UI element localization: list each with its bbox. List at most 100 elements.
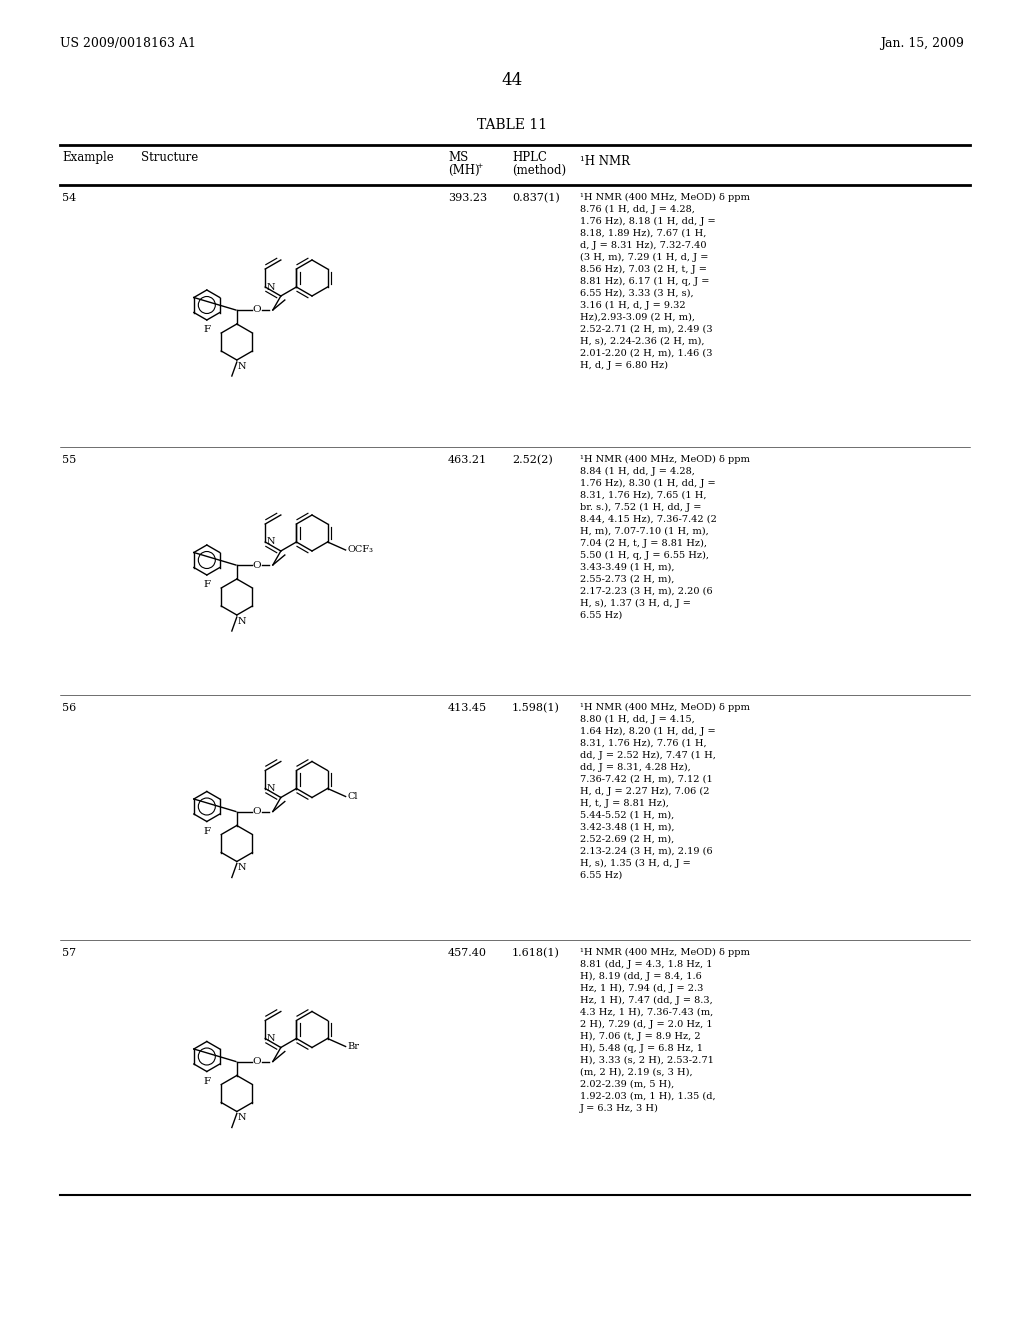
- Text: MS: MS: [449, 150, 468, 164]
- Text: 3.42-3.48 (1 H, m),: 3.42-3.48 (1 H, m),: [580, 822, 675, 832]
- Text: 2.01-2.20 (2 H, m), 1.46 (3: 2.01-2.20 (2 H, m), 1.46 (3: [580, 348, 713, 358]
- Text: 8.76 (1 H, dd, J = 4.28,: 8.76 (1 H, dd, J = 4.28,: [580, 205, 695, 214]
- Text: 5.50 (1 H, q, J = 6.55 Hz),: 5.50 (1 H, q, J = 6.55 Hz),: [580, 550, 709, 560]
- Text: (method): (method): [512, 164, 566, 177]
- Text: 2.52-2.71 (2 H, m), 2.49 (3: 2.52-2.71 (2 H, m), 2.49 (3: [580, 325, 713, 334]
- Text: H, s), 2.24-2.36 (2 H, m),: H, s), 2.24-2.36 (2 H, m),: [580, 337, 705, 346]
- Text: Hz, 1 H), 7.47 (dd, J = 8.3,: Hz, 1 H), 7.47 (dd, J = 8.3,: [580, 997, 713, 1005]
- Text: ¹H NMR (400 MHz, MeOD) δ ppm: ¹H NMR (400 MHz, MeOD) δ ppm: [580, 455, 750, 465]
- Text: H), 8.19 (dd, J = 8.4, 1.6: H), 8.19 (dd, J = 8.4, 1.6: [580, 972, 701, 981]
- Text: H, d, J = 6.80 Hz): H, d, J = 6.80 Hz): [580, 360, 668, 370]
- Text: 44: 44: [502, 73, 522, 88]
- Text: (3 H, m), 7.29 (1 H, d, J =: (3 H, m), 7.29 (1 H, d, J =: [580, 253, 709, 263]
- Text: H), 3.33 (s, 2 H), 2.53-2.71: H), 3.33 (s, 2 H), 2.53-2.71: [580, 1056, 714, 1065]
- Text: N: N: [266, 537, 274, 546]
- Text: US 2009/0018163 A1: US 2009/0018163 A1: [60, 37, 196, 50]
- Text: ¹H NMR (400 MHz, MeOD) δ ppm: ¹H NMR (400 MHz, MeOD) δ ppm: [580, 948, 750, 957]
- Text: HPLC: HPLC: [512, 150, 547, 164]
- Text: 6.55 Hz), 3.33 (3 H, s),: 6.55 Hz), 3.33 (3 H, s),: [580, 289, 693, 298]
- Text: F: F: [203, 325, 210, 334]
- Text: 8.31, 1.76 Hz), 7.76 (1 H,: 8.31, 1.76 Hz), 7.76 (1 H,: [580, 739, 707, 748]
- Text: F: F: [203, 826, 210, 836]
- Text: N: N: [238, 362, 247, 371]
- Text: N: N: [238, 616, 247, 626]
- Text: 8.18, 1.89 Hz), 7.67 (1 H,: 8.18, 1.89 Hz), 7.67 (1 H,: [580, 228, 707, 238]
- Text: 7.36-7.42 (2 H, m), 7.12 (1: 7.36-7.42 (2 H, m), 7.12 (1: [580, 775, 713, 784]
- Text: 6.55 Hz): 6.55 Hz): [580, 611, 623, 620]
- Text: br. s.), 7.52 (1 H, dd, J =: br. s.), 7.52 (1 H, dd, J =: [580, 503, 701, 512]
- Text: ¹H NMR (400 MHz, MeOD) δ ppm: ¹H NMR (400 MHz, MeOD) δ ppm: [580, 704, 750, 711]
- Text: N: N: [266, 1034, 274, 1043]
- Text: (MH): (MH): [449, 164, 479, 177]
- Text: 2.02-2.39 (m, 5 H),: 2.02-2.39 (m, 5 H),: [580, 1080, 674, 1089]
- Text: Br: Br: [347, 1041, 359, 1051]
- Text: 2 H), 7.29 (d, J = 2.0 Hz, 1: 2 H), 7.29 (d, J = 2.0 Hz, 1: [580, 1020, 713, 1030]
- Text: 6.55 Hz): 6.55 Hz): [580, 871, 623, 880]
- Text: 7.04 (2 H, t, J = 8.81 Hz),: 7.04 (2 H, t, J = 8.81 Hz),: [580, 539, 707, 548]
- Text: Example: Example: [62, 150, 114, 164]
- Text: 3.43-3.49 (1 H, m),: 3.43-3.49 (1 H, m),: [580, 564, 675, 572]
- Text: 8.84 (1 H, dd, J = 4.28,: 8.84 (1 H, dd, J = 4.28,: [580, 467, 695, 477]
- Text: 8.81 (dd, J = 4.3, 1.8 Hz, 1: 8.81 (dd, J = 4.3, 1.8 Hz, 1: [580, 960, 713, 969]
- Text: 2.52(2): 2.52(2): [512, 455, 553, 466]
- Text: Cl: Cl: [347, 792, 358, 801]
- Text: 2.52-2.69 (2 H, m),: 2.52-2.69 (2 H, m),: [580, 836, 674, 843]
- Text: 57: 57: [62, 948, 76, 958]
- Text: +: +: [476, 162, 482, 170]
- Text: N: N: [266, 282, 274, 292]
- Text: TABLE 11: TABLE 11: [477, 117, 547, 132]
- Text: N: N: [238, 1114, 247, 1122]
- Text: 54: 54: [62, 193, 76, 203]
- Text: Jan. 15, 2009: Jan. 15, 2009: [880, 37, 964, 50]
- Text: N: N: [266, 784, 274, 793]
- Text: 393.23: 393.23: [449, 193, 487, 203]
- Text: ¹H NMR (400 MHz, MeOD) δ ppm: ¹H NMR (400 MHz, MeOD) δ ppm: [580, 193, 750, 202]
- Text: N: N: [238, 863, 247, 873]
- Text: (m, 2 H), 2.19 (s, 3 H),: (m, 2 H), 2.19 (s, 3 H),: [580, 1068, 692, 1077]
- Text: J = 6.3 Hz, 3 H): J = 6.3 Hz, 3 H): [580, 1104, 658, 1113]
- Text: F: F: [203, 1077, 210, 1085]
- Text: 8.81 Hz), 6.17 (1 H, q, J =: 8.81 Hz), 6.17 (1 H, q, J =: [580, 277, 710, 286]
- Text: 1.64 Hz), 8.20 (1 H, dd, J =: 1.64 Hz), 8.20 (1 H, dd, J =: [580, 727, 716, 737]
- Text: 56: 56: [62, 704, 76, 713]
- Text: 3.16 (1 H, d, J = 9.32: 3.16 (1 H, d, J = 9.32: [580, 301, 686, 310]
- Text: OCF₃: OCF₃: [347, 545, 374, 554]
- Text: 8.56 Hz), 7.03 (2 H, t, J =: 8.56 Hz), 7.03 (2 H, t, J =: [580, 265, 707, 275]
- Text: 0.837(1): 0.837(1): [512, 193, 560, 203]
- Text: H, d, J = 2.27 Hz), 7.06 (2: H, d, J = 2.27 Hz), 7.06 (2: [580, 787, 710, 796]
- Text: O: O: [253, 807, 261, 816]
- Text: 2.17-2.23 (3 H, m), 2.20 (6: 2.17-2.23 (3 H, m), 2.20 (6: [580, 587, 713, 597]
- Text: dd, J = 2.52 Hz), 7.47 (1 H,: dd, J = 2.52 Hz), 7.47 (1 H,: [580, 751, 716, 760]
- Text: 2.13-2.24 (3 H, m), 2.19 (6: 2.13-2.24 (3 H, m), 2.19 (6: [580, 847, 713, 855]
- Text: dd, J = 8.31, 4.28 Hz),: dd, J = 8.31, 4.28 Hz),: [580, 763, 691, 772]
- Text: 8.80 (1 H, dd, J = 4.15,: 8.80 (1 H, dd, J = 4.15,: [580, 715, 694, 725]
- Text: 8.44, 4.15 Hz), 7.36-7.42 (2: 8.44, 4.15 Hz), 7.36-7.42 (2: [580, 515, 717, 524]
- Text: Hz, 1 H), 7.94 (d, J = 2.3: Hz, 1 H), 7.94 (d, J = 2.3: [580, 983, 703, 993]
- Text: 5.44-5.52 (1 H, m),: 5.44-5.52 (1 H, m),: [580, 810, 674, 820]
- Text: Hz),2.93-3.09 (2 H, m),: Hz),2.93-3.09 (2 H, m),: [580, 313, 695, 322]
- Text: F: F: [203, 579, 210, 589]
- Text: O: O: [253, 561, 261, 569]
- Text: ¹H NMR: ¹H NMR: [580, 154, 630, 168]
- Text: H, t, J = 8.81 Hz),: H, t, J = 8.81 Hz),: [580, 799, 669, 808]
- Text: 1.76 Hz), 8.18 (1 H, dd, J =: 1.76 Hz), 8.18 (1 H, dd, J =: [580, 216, 716, 226]
- Text: 1.618(1): 1.618(1): [512, 948, 560, 958]
- Text: H, s), 1.35 (3 H, d, J =: H, s), 1.35 (3 H, d, J =: [580, 859, 691, 869]
- Text: O: O: [253, 305, 261, 314]
- Text: H), 7.06 (t, J = 8.9 Hz, 2: H), 7.06 (t, J = 8.9 Hz, 2: [580, 1032, 700, 1041]
- Text: 4.3 Hz, 1 H), 7.36-7.43 (m,: 4.3 Hz, 1 H), 7.36-7.43 (m,: [580, 1008, 714, 1016]
- Text: 55: 55: [62, 455, 76, 465]
- Text: H, m), 7.07-7.10 (1 H, m),: H, m), 7.07-7.10 (1 H, m),: [580, 527, 709, 536]
- Text: 413.45: 413.45: [449, 704, 487, 713]
- Text: 457.40: 457.40: [449, 948, 487, 958]
- Text: 1.598(1): 1.598(1): [512, 704, 560, 713]
- Text: H, s), 1.37 (3 H, d, J =: H, s), 1.37 (3 H, d, J =: [580, 599, 691, 609]
- Text: d, J = 8.31 Hz), 7.32-7.40: d, J = 8.31 Hz), 7.32-7.40: [580, 242, 707, 249]
- Text: 1.76 Hz), 8.30 (1 H, dd, J =: 1.76 Hz), 8.30 (1 H, dd, J =: [580, 479, 716, 488]
- Text: 1.92-2.03 (m, 1 H), 1.35 (d,: 1.92-2.03 (m, 1 H), 1.35 (d,: [580, 1092, 716, 1101]
- Text: 8.31, 1.76 Hz), 7.65 (1 H,: 8.31, 1.76 Hz), 7.65 (1 H,: [580, 491, 707, 500]
- Text: Structure: Structure: [141, 150, 199, 164]
- Text: 2.55-2.73 (2 H, m),: 2.55-2.73 (2 H, m),: [580, 576, 675, 583]
- Text: O: O: [253, 1057, 261, 1067]
- Text: H), 5.48 (q, J = 6.8 Hz, 1: H), 5.48 (q, J = 6.8 Hz, 1: [580, 1044, 703, 1053]
